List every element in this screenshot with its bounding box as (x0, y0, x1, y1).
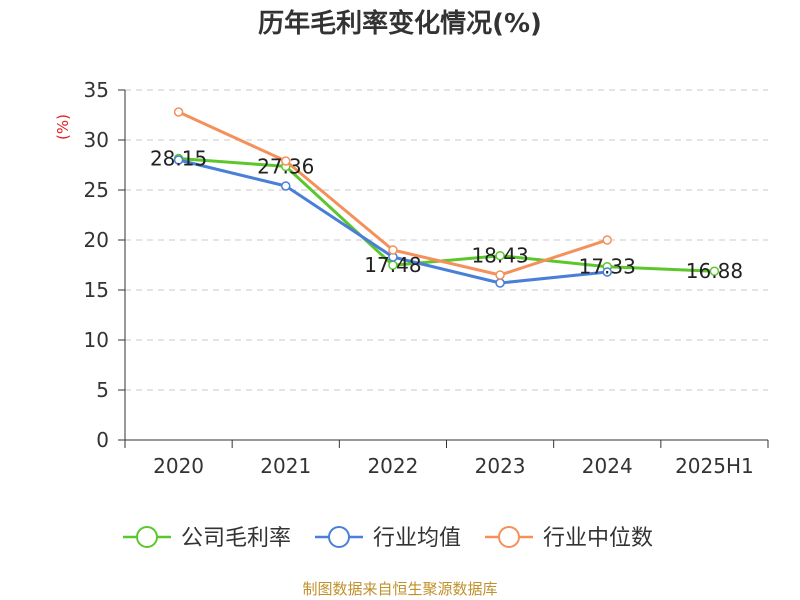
x-tick-label: 2024 (582, 454, 633, 478)
legend: 公司毛利率 行业均值 行业中位数 (123, 526, 653, 551)
x-tick-label: 2025H1 (675, 454, 754, 478)
data-label: 17.33 (579, 255, 636, 279)
legend-marker (498, 526, 520, 548)
y-axis-label: (%) (54, 114, 72, 140)
y-tick-label: 5 (96, 378, 109, 402)
y-tick-label: 30 (84, 128, 109, 152)
data-labels: 28.15 27.36 17.48 18.43 17.33 16.88 (150, 147, 743, 284)
legend-marker (136, 526, 158, 548)
y-tick-label: 35 (84, 78, 109, 102)
x-tick-label: 2021 (260, 454, 311, 478)
series-lines (173, 107, 720, 288)
series-line (178, 157, 715, 273)
data-point (173, 155, 184, 165)
data-point (281, 181, 291, 191)
data-label: 16.88 (686, 259, 743, 283)
x-tick-label: 2022 (367, 454, 418, 478)
data-point (709, 266, 720, 276)
data-label: 17.48 (364, 253, 421, 277)
data-point (495, 250, 505, 261)
axes: 0 5 10 15 20 25 30 35 2020 2021 2022 2023 2024 2025H1 (84, 78, 769, 478)
legend-label: 行业中位数 (543, 526, 653, 551)
legend-marker (328, 526, 350, 548)
source-note: 制图数据来自恒生聚源数据库 (302, 580, 497, 598)
data-label: 27.36 (257, 154, 314, 178)
data-point (173, 107, 184, 117)
x-tick-label: 2023 (475, 454, 526, 478)
chart-title: 历年毛利率变化情况(%) (258, 8, 542, 39)
y-tick-label: 0 (96, 428, 109, 452)
legend-label: 行业均值 (373, 526, 461, 551)
data-point (602, 267, 612, 277)
data-point (495, 270, 505, 280)
data-point (281, 156, 291, 166)
y-tick-label: 20 (84, 228, 109, 252)
y-tick-label: 15 (84, 278, 109, 302)
y-tick-label: 10 (84, 328, 109, 352)
grid-lines (125, 89, 768, 391)
data-label: 18.43 (471, 244, 528, 268)
data-point (388, 245, 398, 255)
data-point (495, 278, 505, 288)
x-tick-label: 2020 (153, 454, 204, 478)
data-point (602, 235, 612, 245)
legend-label: 公司毛利率 (181, 526, 291, 551)
y-tick-label: 25 (84, 178, 109, 202)
data-label: 28.15 (150, 147, 207, 171)
